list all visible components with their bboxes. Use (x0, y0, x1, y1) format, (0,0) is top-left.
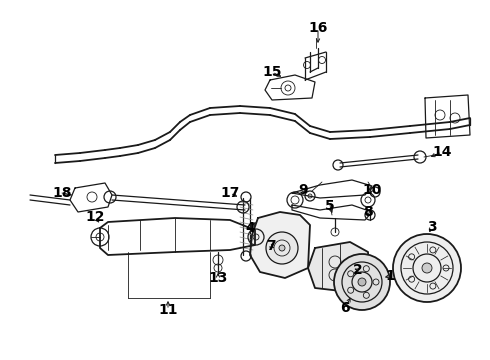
Circle shape (334, 254, 390, 310)
Circle shape (279, 245, 285, 251)
Text: 15: 15 (262, 65, 282, 79)
Text: 3: 3 (427, 220, 437, 234)
Text: 7: 7 (266, 239, 276, 253)
Text: 9: 9 (298, 183, 308, 197)
Circle shape (422, 263, 432, 273)
Text: 4: 4 (245, 221, 255, 235)
Text: 16: 16 (308, 21, 328, 35)
Circle shape (358, 278, 366, 286)
Text: 2: 2 (353, 263, 363, 277)
Text: 11: 11 (158, 303, 178, 317)
Text: 14: 14 (432, 145, 452, 159)
Text: 10: 10 (362, 183, 382, 197)
Text: 5: 5 (325, 199, 335, 213)
Text: 13: 13 (208, 271, 228, 285)
Text: 1: 1 (385, 269, 395, 283)
Text: 6: 6 (340, 301, 350, 315)
Polygon shape (308, 242, 370, 292)
Text: 17: 17 (220, 186, 240, 200)
Text: 12: 12 (85, 210, 105, 224)
Circle shape (266, 232, 298, 264)
Circle shape (393, 234, 461, 302)
Text: 18: 18 (52, 186, 72, 200)
Text: 8: 8 (363, 205, 373, 219)
Polygon shape (250, 212, 310, 278)
